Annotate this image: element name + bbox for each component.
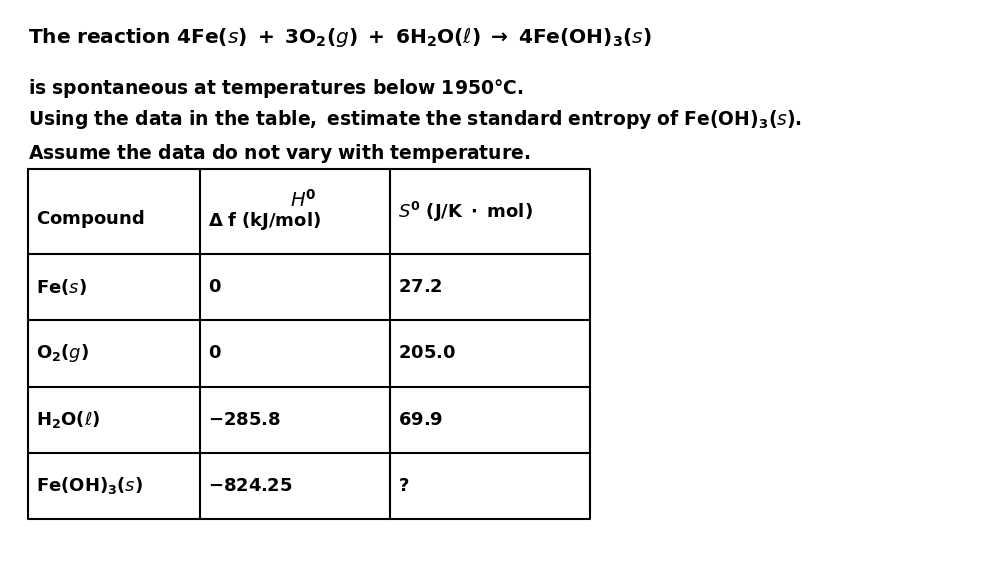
Text: $\mathbf{\mathit{S}^0\ (J/K\ \cdot\ mol)}$: $\mathbf{\mathit{S}^0\ (J/K\ \cdot\ mol)… bbox=[398, 199, 533, 223]
Text: $\mathbf{Assume\ the\ data\ do\ not\ vary\ with\ temperature.}$: $\mathbf{Assume\ the\ data\ do\ not\ var… bbox=[28, 142, 530, 165]
Text: $\mathbf{Fe(}$$\mathit{s}$$\mathbf{)}$: $\mathbf{Fe(}$$\mathit{s}$$\mathbf{)}$ bbox=[36, 277, 86, 297]
Text: $\mathbf{Fe(OH)_3(}$$\mathit{s}$$\mathbf{)}$: $\mathbf{Fe(OH)_3(}$$\mathit{s}$$\mathbf… bbox=[36, 475, 143, 497]
Text: $\mathbf{Compound}$: $\mathbf{Compound}$ bbox=[36, 208, 144, 231]
Text: $\mathbf{The\ reaction\ 4Fe(}$$\mathit{s}$$\mathbf{)\ +\ 3O_2(}$$\mathit{g}$$\ma: $\mathbf{The\ reaction\ 4Fe(}$$\mathit{s… bbox=[28, 26, 652, 49]
Text: $\mathbf{H_2O(}$$\mathit{\ell}$$\mathbf{)}$: $\mathbf{H_2O(}$$\mathit{\ell}$$\mathbf{… bbox=[36, 409, 100, 430]
Text: $\mathbf{is\ spontaneous\ at\ temperatures\ below\ 1950°C.}$: $\mathbf{is\ spontaneous\ at\ temperatur… bbox=[28, 77, 523, 100]
Text: $\mathbf{69.9}$: $\mathbf{69.9}$ bbox=[398, 410, 443, 429]
Text: $\mathbf{O_2(}$$\mathit{g}$$\mathbf{)}$: $\mathbf{O_2(}$$\mathit{g}$$\mathbf{)}$ bbox=[36, 342, 89, 364]
Text: $\mathbf{−285.8}$: $\mathbf{−285.8}$ bbox=[208, 410, 281, 429]
Text: $\mathbf{27.2}$: $\mathbf{27.2}$ bbox=[398, 278, 442, 296]
Text: $\mathbf{205.0}$: $\mathbf{205.0}$ bbox=[398, 344, 456, 362]
Text: $\mathbf{0}$: $\mathbf{0}$ bbox=[208, 278, 222, 296]
Text: $\mathbf{−824.25}$: $\mathbf{−824.25}$ bbox=[208, 477, 293, 495]
Text: $\mathbf{\mathit{H}^0}$: $\mathbf{\mathit{H}^0}$ bbox=[290, 188, 317, 211]
Text: $\mathbf{\Delta\ f\ (kJ/mol)}$: $\mathbf{\Delta\ f\ (kJ/mol)}$ bbox=[208, 211, 321, 232]
Text: $\mathbf{Using\ the\ data\ in\ the\ table,\ estimate\ the\ standard\ entropy\ of: $\mathbf{Using\ the\ data\ in\ the\ tabl… bbox=[28, 108, 802, 131]
Text: $\mathbf{?}$: $\mathbf{?}$ bbox=[398, 477, 409, 495]
Text: $\mathbf{0}$: $\mathbf{0}$ bbox=[208, 344, 222, 362]
